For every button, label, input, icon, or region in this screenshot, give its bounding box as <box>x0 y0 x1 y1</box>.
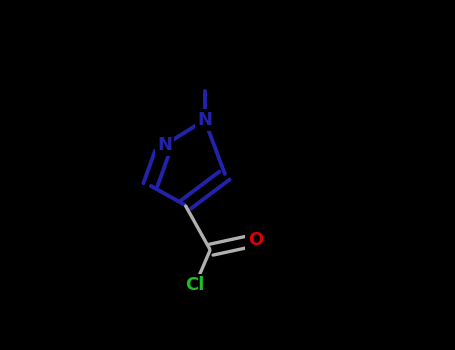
Text: N: N <box>157 136 172 154</box>
Text: O: O <box>248 231 263 249</box>
Text: Cl: Cl <box>186 276 205 294</box>
Text: N: N <box>197 111 212 129</box>
